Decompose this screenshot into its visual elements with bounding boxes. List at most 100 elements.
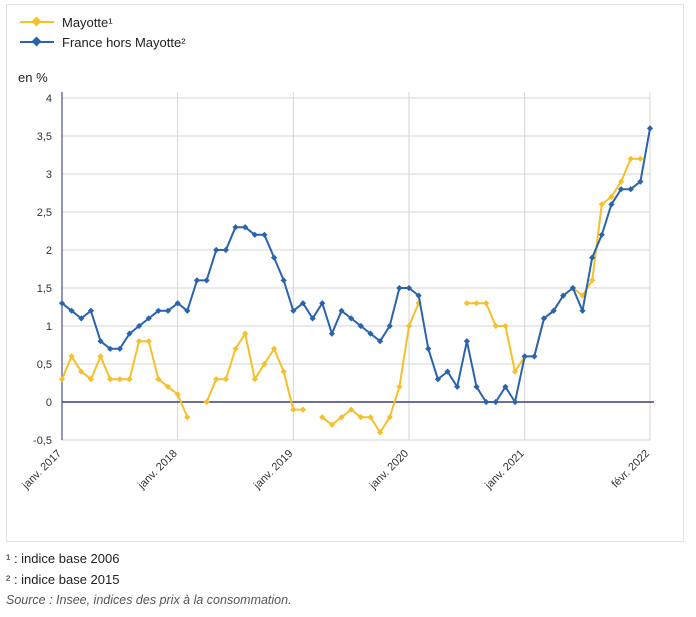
y-tick-label: 0 <box>46 397 52 409</box>
data-point-france <box>454 383 461 390</box>
chart-legend: Mayotte¹ France hors Mayotte² <box>20 12 186 52</box>
data-point-mayotte <box>483 300 490 307</box>
data-point-mayotte <box>589 277 596 284</box>
data-point-france <box>646 125 654 132</box>
data-point-mayotte <box>637 155 644 162</box>
data-point-mayotte <box>58 376 66 383</box>
data-point-france <box>531 353 538 360</box>
data-point-mayotte <box>502 322 509 330</box>
legend-swatch-france <box>20 36 54 47</box>
y-tick-label: 1 <box>46 321 52 333</box>
legend-item-france[interactable]: France hors Mayotte² <box>20 32 186 52</box>
data-point-france <box>280 277 287 284</box>
data-point-france <box>502 383 509 390</box>
data-point-france <box>242 224 249 231</box>
data-point-france <box>290 307 297 314</box>
x-tick-label: janv. 2017 <box>20 448 65 493</box>
series-line-mayotte <box>466 157 641 373</box>
data-point-france <box>492 398 499 406</box>
data-point-france <box>193 277 201 284</box>
data-point-france <box>319 300 326 307</box>
data-point-france <box>579 307 586 314</box>
legend-item-mayotte[interactable]: Mayotte¹ <box>20 12 186 32</box>
y-axis-label: en % <box>18 70 48 85</box>
data-point-mayotte <box>261 360 268 368</box>
data-point-mayotte <box>155 376 162 383</box>
data-point-france <box>463 338 470 345</box>
data-point-mayotte <box>299 406 307 413</box>
source-note: Source : Insee, indices des prix à la co… <box>6 593 292 607</box>
data-point-mayotte <box>270 345 278 352</box>
data-point-mayotte <box>357 414 364 421</box>
data-point-france <box>348 315 355 322</box>
x-tick-label: janv. 2021 <box>482 448 527 493</box>
data-point-mayotte <box>213 376 220 383</box>
y-tick-label: 4 <box>46 93 52 105</box>
footnote-2: ² : indice base 2015 <box>6 572 120 587</box>
data-point-mayotte <box>280 368 287 375</box>
x-tick-label: janv. 2019 <box>251 448 296 493</box>
data-point-france <box>261 231 268 238</box>
data-point-france <box>540 315 548 322</box>
data-point-france <box>338 307 345 314</box>
data-point-france <box>521 353 528 360</box>
chart-card <box>6 4 684 542</box>
data-point-france <box>232 224 239 231</box>
data-point-mayotte <box>107 376 114 383</box>
data-point-france <box>376 338 384 345</box>
data-point-france <box>299 300 307 307</box>
data-point-france <box>405 284 413 292</box>
data-point-france <box>270 254 278 261</box>
y-tick-label: 3,5 <box>37 131 52 143</box>
data-point-mayotte <box>328 421 336 428</box>
data-point-mayotte <box>492 322 499 330</box>
data-point-france <box>357 322 364 330</box>
data-point-mayotte <box>203 398 210 406</box>
data-point-france <box>203 277 210 284</box>
data-point-mayotte <box>405 322 413 330</box>
y-tick-label: 2 <box>46 245 52 257</box>
data-point-france <box>415 292 422 299</box>
footnote-1: ¹ : indice base 2006 <box>6 551 120 566</box>
x-tick-label: févr. 2022 <box>609 448 652 491</box>
data-point-france <box>444 368 451 375</box>
data-point-mayotte <box>627 155 634 162</box>
series-line-mayotte <box>61 340 189 418</box>
data-point-mayotte <box>367 414 374 421</box>
data-point-mayotte <box>136 338 143 345</box>
data-point-france <box>155 307 162 314</box>
y-tick-label: 2,5 <box>37 207 52 219</box>
data-point-mayotte <box>97 353 104 360</box>
data-point-mayotte <box>338 414 345 421</box>
data-point-france <box>126 330 133 337</box>
data-point-mayotte <box>386 414 393 421</box>
data-point-france <box>222 246 229 254</box>
data-point-mayotte <box>376 429 384 436</box>
data-point-france <box>309 315 316 322</box>
data-point-france <box>396 284 403 292</box>
data-point-mayotte <box>396 383 403 390</box>
data-point-france <box>213 246 220 254</box>
x-tick-label: janv. 2020 <box>367 448 412 493</box>
data-point-france <box>483 398 490 406</box>
data-point-mayotte <box>463 300 470 307</box>
legend-swatch-mayotte <box>20 16 54 27</box>
data-point-mayotte <box>145 338 152 345</box>
data-point-france <box>145 315 152 322</box>
data-point-mayotte <box>251 376 258 383</box>
series-line-france <box>61 128 651 403</box>
data-point-france <box>434 376 442 383</box>
data-point-france <box>367 330 374 337</box>
data-point-france <box>473 383 480 390</box>
data-point-france <box>136 322 143 330</box>
data-point-france <box>425 345 432 352</box>
data-point-france <box>386 322 393 330</box>
data-point-mayotte <box>348 406 355 413</box>
y-tick-label: 0,5 <box>37 359 52 371</box>
y-tick-label: -0,5 <box>33 435 52 447</box>
data-point-mayotte <box>116 376 123 383</box>
legend-label-mayotte: Mayotte¹ <box>62 14 113 30</box>
data-point-france <box>550 307 557 314</box>
y-tick-label: 3 <box>46 169 52 181</box>
